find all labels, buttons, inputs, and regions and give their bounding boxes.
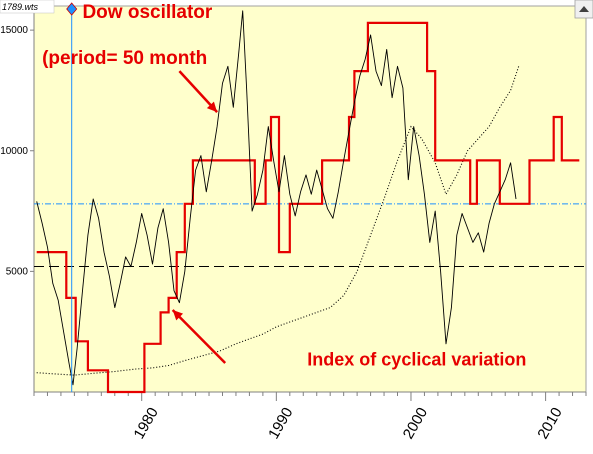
file-label-box: 1789.wts	[0, 0, 55, 14]
arrow-head-icon	[172, 309, 184, 321]
y-axis-ticks: 5000 10000 15000	[0, 25, 34, 277]
annotation-text-2: (period= 50 month	[42, 48, 207, 69]
vertical-marker	[66, 2, 78, 392]
scroll-up-arrow-icon	[579, 6, 589, 12]
y-tick-label: 15000	[0, 25, 28, 36]
scroll-control[interactable]	[574, 0, 593, 19]
oscillator-line	[36, 10, 517, 386]
annotation-text-3: Index of cyclical variation	[307, 349, 526, 369]
y-tick-label: 10000	[0, 146, 28, 157]
annotation-arrow-2	[171, 309, 227, 364]
dotted-index-line	[36, 66, 520, 376]
diamond-marker-icon[interactable]	[66, 2, 78, 16]
annotation-text-1: Dow oscillator	[82, 2, 212, 23]
arrow-head-icon	[206, 101, 218, 113]
y-tick-label: 5000	[6, 266, 29, 277]
file-label: 1789.wts	[2, 2, 39, 12]
series-layer	[36, 10, 580, 394]
cyclical-index-step-line	[36, 21, 580, 394]
annotations: Dow oscillator (period= 50 month Index of …	[42, 2, 526, 369]
plot-area	[33, 5, 587, 393]
file-label-background	[0, 0, 55, 14]
